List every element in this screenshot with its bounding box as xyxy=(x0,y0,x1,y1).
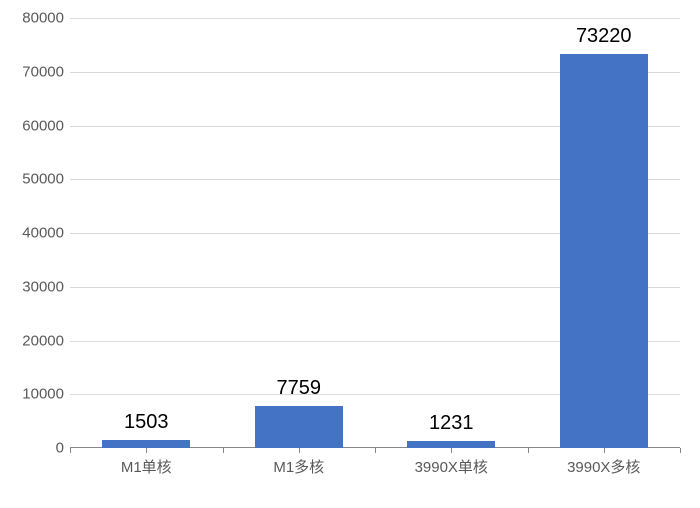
data-label: 73220 xyxy=(576,25,632,48)
data-label: 1231 xyxy=(429,412,474,435)
x-tick-label: 3990X多核 xyxy=(567,448,640,477)
y-tick-label: 70000 xyxy=(22,63,70,80)
x-tick-label: M1多核 xyxy=(273,448,324,477)
y-tick-label: 50000 xyxy=(22,171,70,188)
data-label: 1503 xyxy=(124,411,169,434)
y-tick-label: 40000 xyxy=(22,225,70,242)
bar xyxy=(560,54,648,448)
x-tick xyxy=(223,448,224,453)
y-tick-label: 30000 xyxy=(22,278,70,295)
bar xyxy=(407,441,495,448)
y-tick-label: 10000 xyxy=(22,386,70,403)
data-label: 7759 xyxy=(277,377,322,400)
bar xyxy=(255,406,343,448)
y-tick-label: 0 xyxy=(56,440,70,457)
y-tick-label: 60000 xyxy=(22,117,70,134)
gridline xyxy=(70,18,680,19)
x-tick xyxy=(70,448,71,453)
y-tick-label: 20000 xyxy=(22,332,70,349)
y-tick-label: 80000 xyxy=(22,10,70,27)
plot-area: 0100002000030000400005000060000700008000… xyxy=(70,18,680,448)
x-tick xyxy=(528,448,529,453)
bar-chart: 0 10000 20000 30000 40000 50000 60000 70000 8000… xyxy=(0,0,700,508)
x-tick-label: M1单核 xyxy=(121,448,172,477)
x-tick xyxy=(680,448,681,453)
x-tick xyxy=(375,448,376,453)
x-tick-label: 3990X单核 xyxy=(415,448,488,477)
bar xyxy=(102,440,190,448)
